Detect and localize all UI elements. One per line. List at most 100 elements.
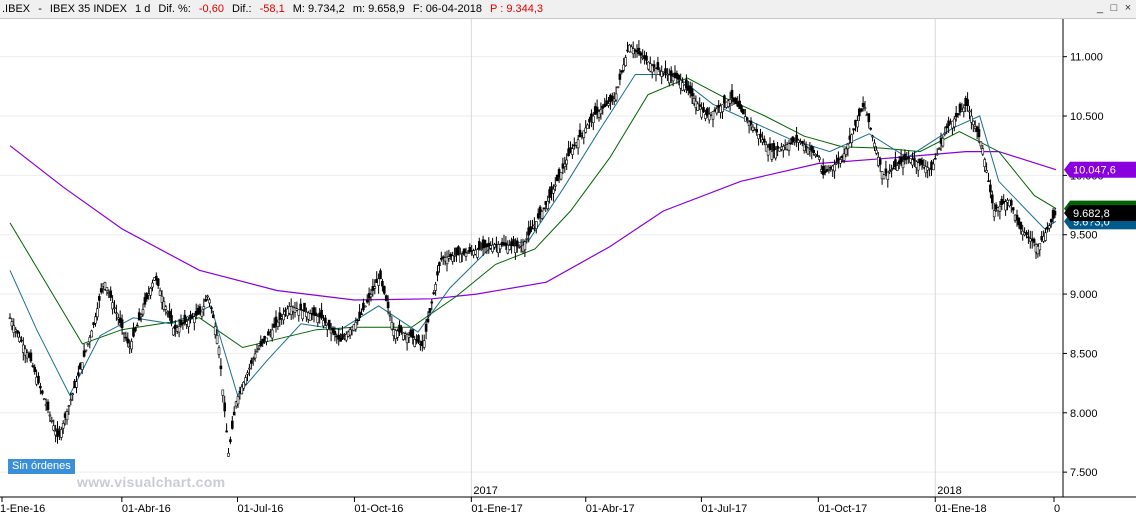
candle-body xyxy=(88,337,92,343)
candle-body xyxy=(232,411,236,416)
candle-body xyxy=(447,256,451,259)
candle-body xyxy=(966,99,969,106)
candle-body xyxy=(998,205,1002,212)
candle-body xyxy=(726,100,730,107)
candle-body xyxy=(16,330,19,334)
minimize-button[interactable]: _ xyxy=(1096,2,1104,14)
candle-body xyxy=(462,248,466,254)
candle-body xyxy=(390,321,394,330)
candle-body xyxy=(1009,200,1013,206)
candle-body xyxy=(515,240,519,247)
candle-body xyxy=(990,194,994,204)
candle-body xyxy=(890,169,893,171)
candle-body xyxy=(231,420,234,429)
candle-body xyxy=(206,295,209,298)
candle-body xyxy=(945,126,949,129)
candle-body xyxy=(878,159,882,165)
candle-body xyxy=(31,365,35,367)
candle-body xyxy=(202,306,206,310)
candle-body xyxy=(1049,219,1053,223)
x-tick-label: 01-Abr-17 xyxy=(586,503,635,515)
candle-body xyxy=(213,326,217,335)
candle-body xyxy=(493,244,496,248)
candle-body xyxy=(787,143,791,151)
candle-body xyxy=(920,160,924,165)
candle-body xyxy=(954,112,958,118)
candle-body xyxy=(69,399,73,402)
y-tick-label: 9.000 xyxy=(1070,289,1098,301)
year-label: 2017 xyxy=(473,485,497,497)
candle-body xyxy=(821,166,825,175)
candle-body xyxy=(968,110,971,113)
candle-body xyxy=(601,105,605,109)
candle-body xyxy=(597,111,601,118)
candle-body xyxy=(37,375,40,383)
candle-body xyxy=(812,150,816,154)
candle-body xyxy=(791,136,795,143)
candle-body xyxy=(989,184,992,193)
candle-body xyxy=(797,139,800,143)
candle-body xyxy=(1004,201,1007,211)
candle-body xyxy=(162,301,166,310)
candle-body xyxy=(800,141,804,144)
axes: 11.00010.50010.0009.5009.0008.5008.0007.… xyxy=(0,19,1136,515)
candle-body xyxy=(833,164,836,172)
candle-body xyxy=(396,330,399,338)
candle-body xyxy=(158,290,162,296)
max-label: M: 9.734,2 xyxy=(292,3,345,15)
candle-body xyxy=(1017,217,1021,226)
candle-body xyxy=(244,377,247,385)
chart-title-bar: .IBEX - IBEX 35 INDEX 1 d Dif. %: -0,60 … xyxy=(0,0,1136,19)
candle-body xyxy=(411,329,415,338)
candle-body xyxy=(616,86,620,88)
candle-body xyxy=(901,161,905,169)
candle-body xyxy=(67,405,71,407)
candle-body xyxy=(582,130,586,138)
candle-body xyxy=(253,353,257,359)
candle-body xyxy=(943,132,947,135)
price-chart[interactable]: 11.00010.50010.0009.5009.0008.5008.0007.… xyxy=(0,19,1136,517)
candle-body xyxy=(75,381,78,388)
candle-body xyxy=(546,200,550,209)
candle-body xyxy=(373,286,377,289)
candle-body xyxy=(276,321,280,328)
candle-body xyxy=(354,322,358,330)
candle-body xyxy=(59,429,63,438)
candle-body xyxy=(183,314,187,324)
candle-body xyxy=(261,339,265,344)
candle-body xyxy=(80,362,84,370)
candle-body xyxy=(911,159,914,166)
candle-body xyxy=(40,390,44,394)
candle-body xyxy=(715,108,719,114)
candle-body xyxy=(172,327,175,336)
orders-status-badge[interactable]: Sin órdenes xyxy=(8,459,75,474)
period-label[interactable]: 1 d xyxy=(135,3,151,15)
candle-body xyxy=(327,319,331,328)
candle-body xyxy=(875,149,878,154)
candle-body xyxy=(229,439,232,443)
candle-body xyxy=(337,334,341,340)
candle-body xyxy=(297,309,301,316)
candle-body xyxy=(98,296,101,301)
close-button[interactable]: × xyxy=(1124,2,1132,14)
candle-body xyxy=(781,146,785,151)
candle-body xyxy=(614,93,618,101)
maximize-button[interactable]: □ xyxy=(1110,2,1118,14)
candle-body xyxy=(413,338,417,347)
date-label: F: 06-04-2018 xyxy=(412,3,482,15)
candle-body xyxy=(149,287,152,296)
candle-body xyxy=(400,327,403,333)
candle-body xyxy=(314,312,318,317)
candle-body xyxy=(193,316,196,324)
candle-body xyxy=(1015,214,1019,221)
candle-body xyxy=(882,174,886,180)
candle-body xyxy=(46,401,50,410)
candle-body xyxy=(39,385,42,389)
candle-body xyxy=(571,148,574,155)
candle-body xyxy=(755,129,759,133)
candle-body xyxy=(816,155,819,157)
candle-body xyxy=(436,271,439,276)
candle-body xyxy=(126,338,130,344)
candle-body xyxy=(457,246,460,255)
candle-body xyxy=(333,330,337,335)
